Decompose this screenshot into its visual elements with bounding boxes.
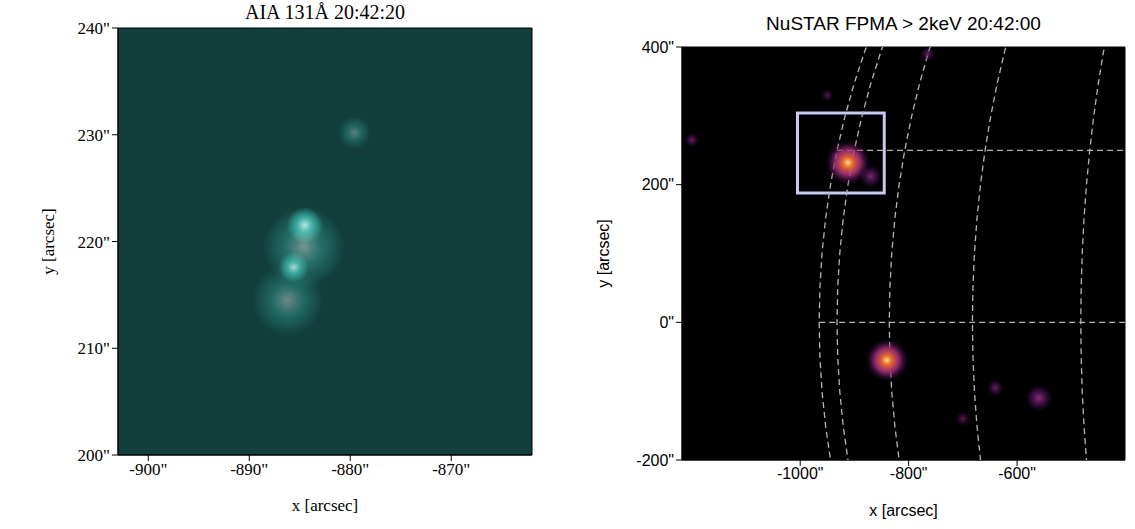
svg-text:-890": -890" <box>230 460 268 479</box>
svg-text:-880": -880" <box>331 460 369 479</box>
svg-text:-870": -870" <box>432 460 470 479</box>
svg-text:x [arcsec]: x [arcsec] <box>869 502 937 519</box>
svg-text:y [arcsec]: y [arcsec] <box>595 219 612 287</box>
html-text:NuSTAR FPMA > 2keV 20:42:00: NuSTAR FPMA > 2keV 20:42:00 <box>766 13 1041 34</box>
svg-text:400": 400" <box>642 39 674 56</box>
svg-text:210": 210" <box>78 339 110 358</box>
svg-text:-600": -600" <box>998 465 1036 482</box>
svg-text:0": 0" <box>659 314 674 331</box>
svg-text:200": 200" <box>642 176 674 193</box>
svg-text:-200": -200" <box>636 452 674 469</box>
svg-text:x [arcsec]: x [arcsec] <box>292 496 359 515</box>
svg-text:220": 220" <box>78 233 110 252</box>
svg-text:240": 240" <box>78 19 110 38</box>
svg-text:-800": -800" <box>890 465 928 482</box>
svg-text:200": 200" <box>78 446 110 465</box>
html-text:AIA 131Å 20:42:20: AIA 131Å 20:42:20 <box>245 1 405 23</box>
svg-text:-1000": -1000" <box>777 465 824 482</box>
svg-text:230": 230" <box>78 126 110 145</box>
svg-text:-900": -900" <box>129 460 167 479</box>
svg-text:y [arcsec]: y [arcsec] <box>39 208 58 275</box>
